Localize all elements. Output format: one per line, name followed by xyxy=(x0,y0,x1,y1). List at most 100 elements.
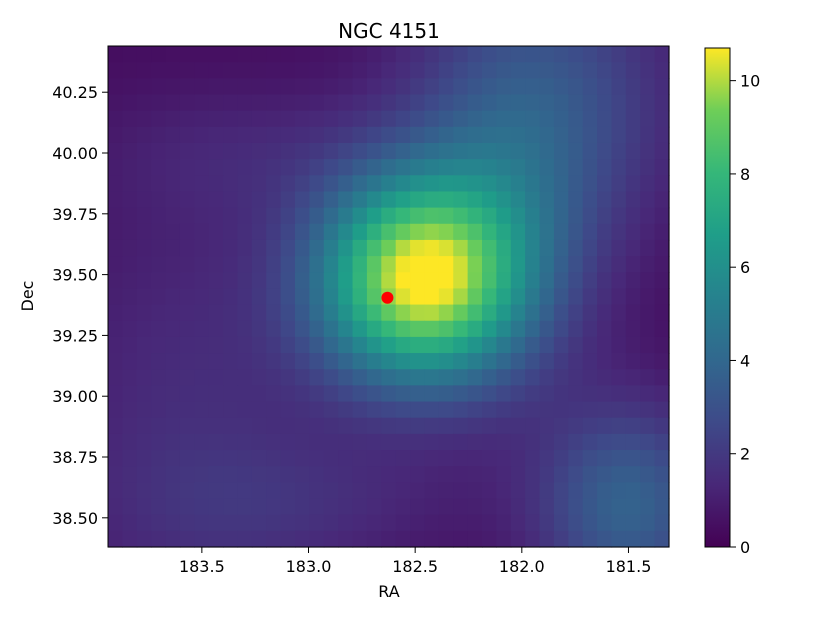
heatmap-cell xyxy=(208,191,224,209)
heatmap-cell xyxy=(136,46,152,63)
heatmap-cell xyxy=(496,78,512,96)
heatmap-cell xyxy=(179,466,195,483)
heatmap-cell xyxy=(381,336,397,354)
heatmap-cell xyxy=(525,94,541,112)
heatmap-cell xyxy=(179,482,195,500)
heatmap-cell xyxy=(295,433,310,451)
heatmap-cell xyxy=(467,239,483,257)
heatmap-cell xyxy=(467,223,483,241)
heatmap-cell xyxy=(381,417,397,435)
heatmap-cell xyxy=(179,239,195,257)
heatmap-cell xyxy=(582,353,598,370)
heatmap-cell xyxy=(654,433,670,451)
heatmap-cell xyxy=(467,336,483,354)
heatmap-cell xyxy=(611,272,627,290)
heatmap-cell xyxy=(136,450,152,467)
heatmap-cell xyxy=(352,175,368,193)
heatmap-cell xyxy=(525,175,541,193)
heatmap-cell xyxy=(266,482,282,500)
heatmap-cell xyxy=(510,433,526,451)
heatmap-cell xyxy=(611,46,627,63)
heatmap-cell xyxy=(467,450,483,467)
heatmap-cell xyxy=(611,385,627,403)
heatmap-cell xyxy=(410,466,426,483)
heatmap-cell xyxy=(136,514,152,532)
heatmap-cell xyxy=(582,304,598,322)
heatmap-cell xyxy=(496,336,512,354)
heatmap-cell xyxy=(467,401,483,419)
heatmap-cell xyxy=(251,482,267,500)
heatmap-cell xyxy=(366,498,382,516)
heatmap-cell xyxy=(496,272,512,290)
heatmap-cell xyxy=(352,498,368,516)
heatmap-cell xyxy=(496,514,512,532)
heatmap-cell xyxy=(582,417,598,435)
heatmap-cell xyxy=(553,498,569,516)
heatmap-cell xyxy=(309,288,325,306)
heatmap-cell xyxy=(424,256,440,273)
heatmap-cell xyxy=(237,256,253,273)
heatmap-cell xyxy=(165,304,181,322)
heatmap-cell xyxy=(237,369,253,386)
heatmap-cell xyxy=(539,223,555,241)
heatmap-cell xyxy=(539,369,555,386)
heatmap-cell xyxy=(266,46,282,63)
heatmap-cell xyxy=(438,256,454,273)
y-axis-label: Dec xyxy=(18,281,37,312)
heatmap-cell xyxy=(568,353,584,370)
heatmap-cell xyxy=(237,78,253,96)
heatmap-cell xyxy=(237,514,253,532)
heatmap-cell xyxy=(525,466,541,483)
heatmap-cell xyxy=(108,369,123,386)
heatmap-cell xyxy=(151,207,167,225)
heatmap-cell xyxy=(482,126,497,144)
heatmap-cell xyxy=(510,482,526,500)
heatmap-cell xyxy=(654,320,670,338)
heatmap-cell xyxy=(122,207,138,225)
heatmap-cell xyxy=(539,159,555,176)
heatmap-cell xyxy=(625,369,641,386)
heatmap-cell xyxy=(438,223,454,241)
heatmap-cell xyxy=(640,498,656,516)
heatmap-cell xyxy=(597,207,613,225)
heatmap-cell xyxy=(108,207,123,225)
heatmap-cell xyxy=(597,272,613,290)
heatmap-cell xyxy=(438,530,454,548)
heatmap-cell xyxy=(251,450,267,467)
heatmap-cell xyxy=(525,514,541,532)
heatmap-cell xyxy=(108,256,123,273)
heatmap-cell xyxy=(438,466,454,483)
heatmap-cell xyxy=(410,530,426,548)
heatmap-cell xyxy=(510,385,526,403)
heatmap-cell xyxy=(611,417,627,435)
heatmap-cell xyxy=(280,417,296,435)
heatmap-cell xyxy=(366,239,382,257)
source-marker xyxy=(381,291,394,304)
heatmap-cell xyxy=(194,482,210,500)
heatmap-cell xyxy=(237,272,253,290)
heatmap-cell xyxy=(381,320,397,338)
heatmap-cell xyxy=(525,530,541,548)
heatmap-cell xyxy=(482,272,497,290)
heatmap-cell xyxy=(467,320,483,338)
heatmap-cell xyxy=(539,239,555,257)
heatmap-cell xyxy=(194,223,210,241)
heatmap-cell xyxy=(136,110,152,128)
heatmap-cell xyxy=(438,450,454,467)
heatmap-cell xyxy=(208,401,224,419)
heatmap-cell xyxy=(625,256,641,273)
heatmap-cell xyxy=(410,94,426,112)
heatmap-cell xyxy=(251,401,267,419)
heatmap-cell xyxy=(453,450,469,467)
heatmap-cell xyxy=(510,142,526,160)
heatmap-cell xyxy=(438,320,454,338)
heatmap-cell xyxy=(179,320,195,338)
heatmap-cell xyxy=(323,272,339,290)
heatmap-cell xyxy=(151,320,167,338)
heatmap-cell xyxy=(338,514,354,532)
heatmap-cell xyxy=(654,78,670,96)
heatmap-cell xyxy=(482,62,497,79)
heatmap-cell xyxy=(496,498,512,516)
heatmap-cell xyxy=(611,175,627,193)
heatmap-cell xyxy=(525,110,541,128)
